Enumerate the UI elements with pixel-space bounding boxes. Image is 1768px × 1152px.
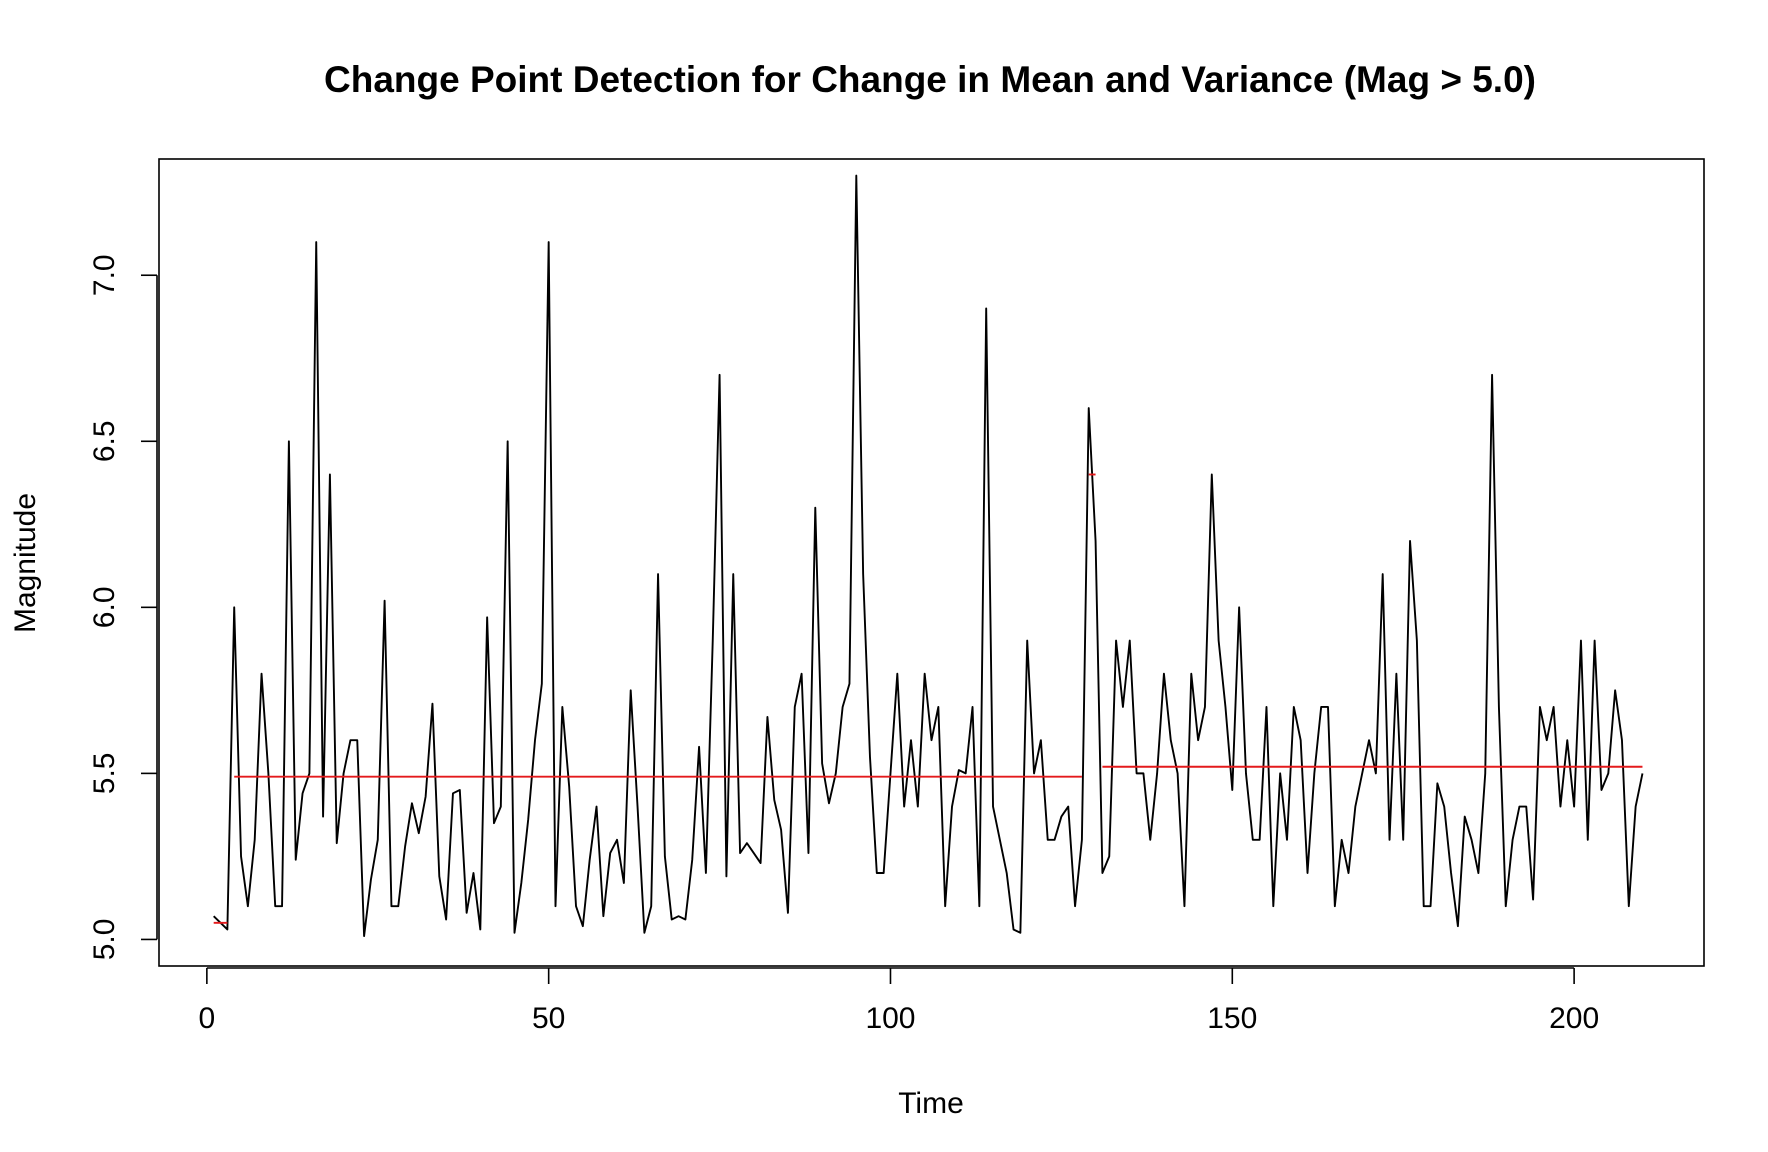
x-tick-label: 100 — [865, 1002, 915, 1035]
x-tick-label: 50 — [532, 1002, 565, 1035]
x-axis: 0 50 100 150 200 — [199, 967, 1599, 1035]
x-axis-label: Time — [898, 1087, 964, 1120]
y-axis-label: Magnitude — [9, 493, 42, 633]
y-axis: 5.0 5.5 6.0 6.5 7.0 — [88, 254, 158, 961]
x-tick-label: 0 — [199, 1002, 216, 1035]
segment-means-layer — [213, 473, 1643, 924]
chart-title: Change Point Detection for Change in Mea… — [324, 59, 1536, 100]
x-tick-label: 200 — [1549, 1002, 1599, 1035]
magnitude-series-line — [213, 174, 1644, 938]
y-tick-label: 6.5 — [88, 420, 121, 462]
y-tick-label: 5.0 — [88, 919, 121, 961]
y-tick-label: 7.0 — [88, 254, 121, 296]
x-tick-label: 150 — [1207, 1002, 1257, 1035]
plot-frame — [158, 158, 1705, 967]
y-tick-label: 5.5 — [88, 753, 121, 795]
y-tick-label: 6.0 — [88, 586, 121, 628]
series-layer — [213, 174, 1644, 938]
